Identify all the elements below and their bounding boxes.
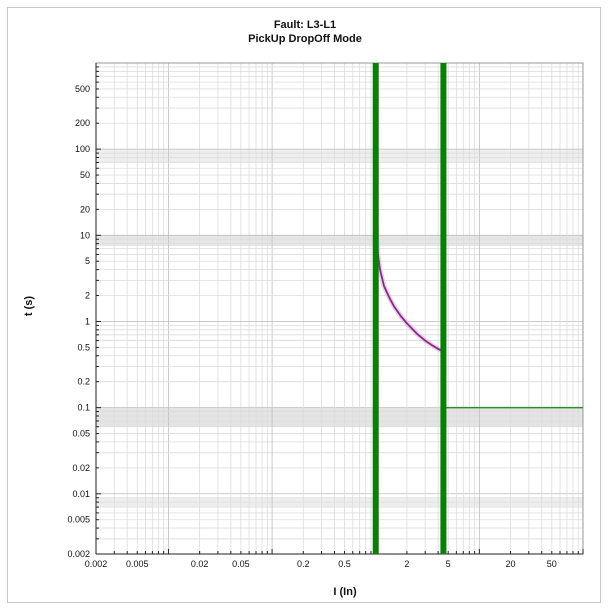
shaded-band xyxy=(96,235,583,246)
chart-svg: Fault: L3-L1 PickUp DropOff Mode I (In) … xyxy=(8,8,602,604)
x-tick-label: 20 xyxy=(506,559,516,569)
y-tick-label: 50 xyxy=(80,170,90,180)
x-axis-label: I (In) xyxy=(333,586,357,598)
x-tick-label: 5 xyxy=(446,559,451,569)
x-tick-label: 0.5 xyxy=(338,559,351,569)
shaded-band xyxy=(96,149,583,162)
y-tick-label: 0.2 xyxy=(77,377,90,387)
x-tick-label: 0.05 xyxy=(232,559,250,569)
chart-frame: Fault: L3-L1 PickUp DropOff Mode I (In) … xyxy=(7,7,601,603)
x-tick-label: 2 xyxy=(404,559,409,569)
y-tick-label: 200 xyxy=(75,118,90,128)
y-tick-label: 10 xyxy=(80,230,90,240)
y-tick-label: 1 xyxy=(85,316,90,326)
y-tick-label: 0.1 xyxy=(77,403,90,413)
x-tick-label: 0.002 xyxy=(85,559,108,569)
y-tick-label: 5 xyxy=(85,256,90,266)
chart-title: Fault: L3-L1 xyxy=(274,19,336,31)
x-tick-label: 0.005 xyxy=(126,559,149,569)
y-tick-label: 500 xyxy=(75,84,90,94)
x-tick-label: 0.02 xyxy=(191,559,209,569)
y-tick-label: 100 xyxy=(75,144,90,154)
y-axis-label: t (s) xyxy=(23,296,35,317)
x-tick-label: 50 xyxy=(547,559,557,569)
y-tick-label: 2 xyxy=(85,291,90,301)
plot-background xyxy=(96,63,583,554)
y-tick-label: 0.05 xyxy=(72,429,90,439)
y-tick-label: 0.005 xyxy=(67,515,90,525)
y-tick-label: 0.002 xyxy=(67,549,90,559)
plot-area: 0.002 0.005 0.02 0.05 0.2 0.5 2 5 20 50 0.002 0.005… xyxy=(67,63,583,569)
y-tick-label: 0.02 xyxy=(72,463,90,473)
y-tick-label: 0.5 xyxy=(77,342,90,352)
y-tick-label: 20 xyxy=(80,204,90,214)
chart-subtitle: PickUp DropOff Mode xyxy=(248,33,362,45)
shaded-band xyxy=(96,408,583,427)
x-tick-label: 0.2 xyxy=(297,559,310,569)
y-tick-label: 0.01 xyxy=(72,489,90,499)
